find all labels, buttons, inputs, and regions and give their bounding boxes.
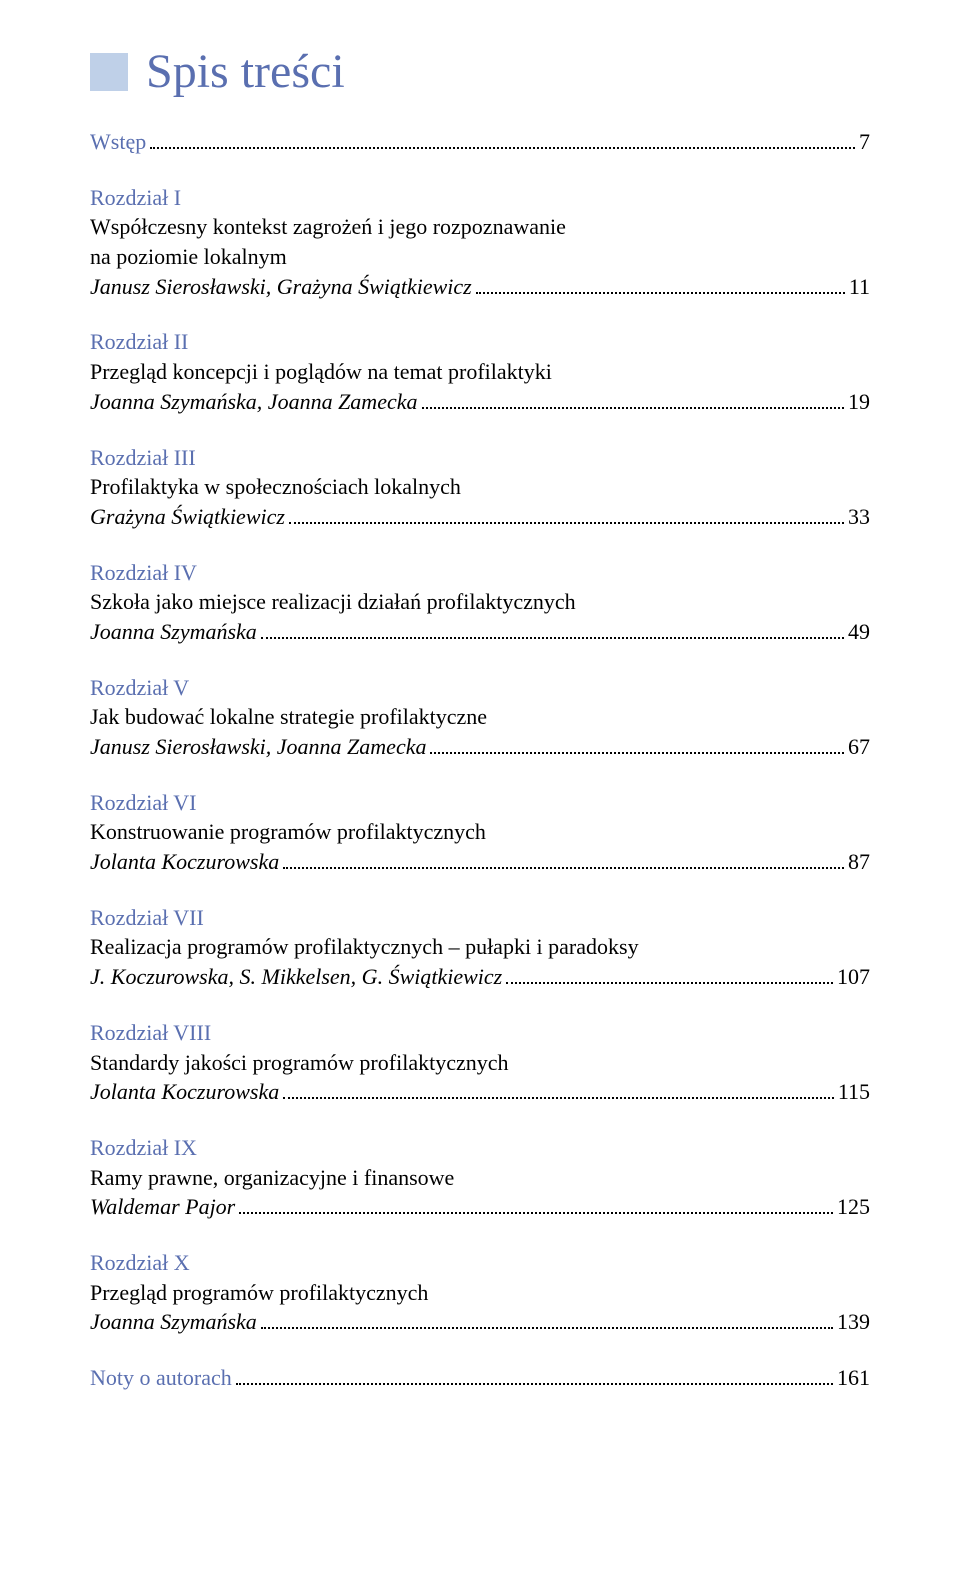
chapter-page: 11 [849, 272, 870, 302]
toc-entry: Rozdział VIIIStandardy jakości programów… [90, 1018, 870, 1107]
chapter-heading: Rozdział II [90, 327, 870, 357]
title-row: Spis treści [90, 44, 870, 99]
dot-leader [261, 621, 844, 639]
dot-leader [476, 276, 845, 294]
chapter-author-row: Grażyna Świątkiewicz 33 [90, 502, 870, 532]
chapter-title-line: Profilaktyka w społecznościach lokalnych [90, 472, 870, 502]
dot-leader [289, 506, 844, 524]
chapter-title-line: Jak budować lokalne strategie profilakty… [90, 702, 870, 732]
chapter-author: Grażyna Świątkiewicz [90, 502, 285, 532]
toc-intro-entry: Wstęp 7 [90, 127, 870, 157]
chapter-author-row: Jolanta Koczurowska 87 [90, 847, 870, 877]
chapter-author-row: Joanna Szymańska 49 [90, 617, 870, 647]
toc-entry: Rozdział IVSzkoła jako miejsce realizacj… [90, 558, 870, 647]
chapter-title-line: Standardy jakości programów profilaktycz… [90, 1048, 870, 1078]
toc-entry: Rozdział VJak budować lokalne strategie … [90, 673, 870, 762]
toc-entry: Rozdział IIPrzegląd koncepcji i poglądów… [90, 327, 870, 416]
chapter-author: Joanna Szymańska, Joanna Zamecka [90, 387, 418, 417]
chapter-author-row: Janusz Sierosławski, Joanna Zamecka 67 [90, 732, 870, 762]
chapter-heading: Rozdział I [90, 183, 870, 213]
dot-leader [236, 1367, 833, 1385]
chapter-page: 67 [848, 732, 870, 762]
chapter-author-row: Waldemar Pajor 125 [90, 1192, 870, 1222]
toc-entry: Rozdział VIKonstruowanie programów profi… [90, 788, 870, 877]
toc-entry: Rozdział XPrzegląd programów profilaktyc… [90, 1248, 870, 1337]
chapter-author: Jolanta Koczurowska [90, 1077, 279, 1107]
chapter-heading: Rozdział IV [90, 558, 870, 588]
chapter-heading: Rozdział V [90, 673, 870, 703]
chapter-page: 33 [848, 502, 870, 532]
chapter-title-line: Realizacja programów profilaktycznych – … [90, 932, 870, 962]
page-title: Spis treści [146, 44, 345, 99]
chapter-heading: Rozdział VI [90, 788, 870, 818]
chapter-title-line: Szkoła jako miejsce realizacji działań p… [90, 587, 870, 617]
toc-entry: Rozdział IXRamy prawne, organizacyjne i … [90, 1133, 870, 1222]
chapter-page: 107 [837, 962, 870, 992]
toc-chapters: Rozdział IWspółczesny kontekst zagrożeń … [90, 183, 870, 1337]
toc-entry: Rozdział IIIProfilaktyka w społecznościa… [90, 443, 870, 532]
intro-label: Wstęp [90, 127, 146, 157]
chapter-heading: Rozdział X [90, 1248, 870, 1278]
toc-entry: Rozdział IWspółczesny kontekst zagrożeń … [90, 183, 870, 302]
intro-page: 7 [859, 127, 870, 157]
chapter-author-row: Jolanta Koczurowska 115 [90, 1077, 870, 1107]
dot-leader [150, 131, 855, 149]
dot-leader [261, 1312, 833, 1330]
chapter-page: 87 [848, 847, 870, 877]
chapter-page: 19 [848, 387, 870, 417]
chapter-author: Jolanta Koczurowska [90, 847, 279, 877]
chapter-title-line: Współczesny kontekst zagrożeń i jego roz… [90, 212, 870, 242]
dot-leader [422, 391, 845, 409]
chapter-author: Waldemar Pajor [90, 1192, 235, 1222]
chapter-heading: Rozdział III [90, 443, 870, 473]
chapter-heading: Rozdział VIII [90, 1018, 870, 1048]
chapter-title-line: Ramy prawne, organizacyjne i finansowe [90, 1163, 870, 1193]
chapter-heading: Rozdział VII [90, 903, 870, 933]
chapter-author: Janusz Sierosławski, Grażyna Świątkiewic… [90, 272, 472, 302]
dot-leader [506, 967, 833, 985]
dot-leader [430, 736, 844, 754]
chapter-author: J. Koczurowska, S. Mikkelsen, G. Świątki… [90, 962, 502, 992]
closing-label: Noty o autorach [90, 1363, 232, 1393]
chapter-title-line: Przegląd programów profilaktycznych [90, 1278, 870, 1308]
chapter-heading: Rozdział IX [90, 1133, 870, 1163]
dot-leader [283, 851, 844, 869]
dot-leader [283, 1082, 834, 1100]
toc-entry: Rozdział VIIRealizacja programów profila… [90, 903, 870, 992]
chapter-title-line: na poziomie lokalnym [90, 242, 870, 272]
chapter-author-row: Joanna Szymańska, Joanna Zamecka 19 [90, 387, 870, 417]
chapter-author: Joanna Szymańska [90, 617, 257, 647]
chapter-title-line: Konstruowanie programów profilaktycznych [90, 817, 870, 847]
chapter-page: 49 [848, 617, 870, 647]
title-square-icon [90, 53, 128, 91]
chapter-author-row: Janusz Sierosławski, Grażyna Świątkiewic… [90, 272, 870, 302]
chapter-author: Joanna Szymańska [90, 1307, 257, 1337]
chapter-page: 125 [837, 1192, 870, 1222]
chapter-author-row: Joanna Szymańska 139 [90, 1307, 870, 1337]
chapter-page: 139 [837, 1307, 870, 1337]
chapter-author: Janusz Sierosławski, Joanna Zamecka [90, 732, 426, 762]
chapter-title-line: Przegląd koncepcji i poglądów na temat p… [90, 357, 870, 387]
closing-page: 161 [837, 1363, 870, 1393]
dot-leader [239, 1197, 833, 1215]
chapter-author-row: J. Koczurowska, S. Mikkelsen, G. Świątki… [90, 962, 870, 992]
chapter-page: 115 [838, 1077, 870, 1107]
toc-closing-entry: Noty o autorach 161 [90, 1363, 870, 1393]
